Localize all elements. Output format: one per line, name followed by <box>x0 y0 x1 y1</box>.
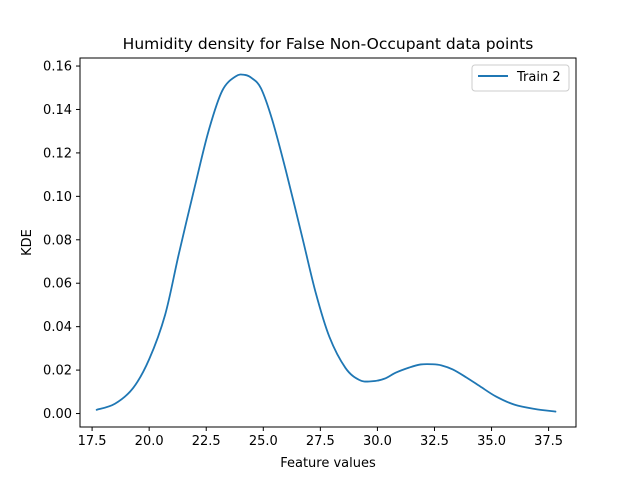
y-tick-label: 0.12 <box>43 146 72 161</box>
plot-area <box>95 73 557 413</box>
chart-title: Humidity density for False Non-Occupant … <box>123 35 534 53</box>
y-tick-label: 0.14 <box>43 103 72 118</box>
y-tick-label: 0.08 <box>43 233 72 248</box>
y-tick-label: 0.04 <box>43 320 72 335</box>
y-tick-label: 0.06 <box>43 277 72 292</box>
x-tick-label: 25.0 <box>249 434 278 449</box>
x-tick-label: 20.0 <box>135 434 164 449</box>
x-tick-label: 27.5 <box>306 434 335 449</box>
series-line-train-2 <box>95 73 557 413</box>
plot-frame <box>79 57 577 428</box>
x-tick-label: 30.0 <box>363 434 392 449</box>
legend-label-train-2: Train 2 <box>516 70 561 85</box>
x-tick-label: 35.0 <box>477 434 506 449</box>
x-tick-label: 37.5 <box>534 434 563 449</box>
y-axis: 0.00 0.02 0.04 0.06 0.08 0.10 0.12 0.14 0.16 <box>43 60 80 422</box>
legend: Train 2 <box>471 64 570 92</box>
x-axis-label: Feature values <box>280 456 376 471</box>
x-tick-label: 17.5 <box>78 434 107 449</box>
y-tick-label: 0.16 <box>43 60 72 75</box>
y-tick-label: 0.00 <box>43 407 72 422</box>
x-tick-label: 32.5 <box>420 434 449 449</box>
y-tick-label: 0.02 <box>43 364 72 379</box>
legend-box <box>471 64 570 92</box>
y-tick-label: 0.10 <box>43 190 72 205</box>
y-axis-label: KDE <box>20 229 35 256</box>
x-axis: 17.5 20.0 22.5 25.0 27.5 30.0 32.5 35.0 37.5 <box>78 427 563 449</box>
x-tick-label: 22.5 <box>192 434 221 449</box>
